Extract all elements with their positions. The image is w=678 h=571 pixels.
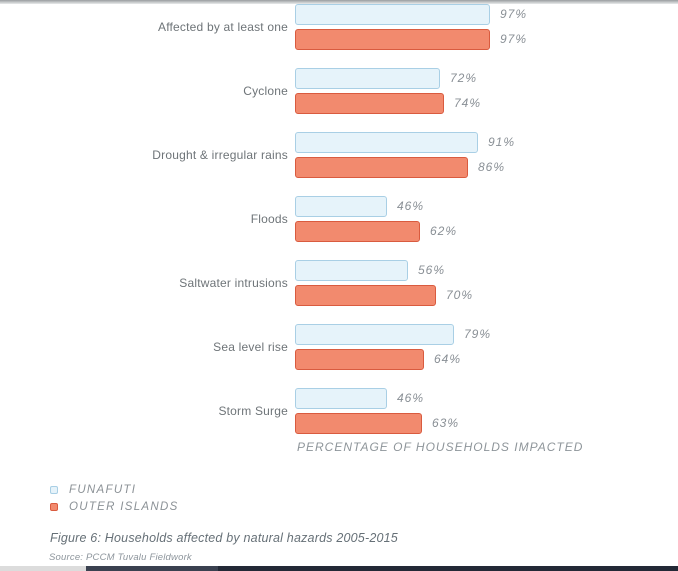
value-label: 46% (397, 391, 425, 405)
value-label: 97% (500, 32, 528, 46)
bar-outer-islands (295, 221, 420, 242)
bar-outer-islands (295, 157, 468, 178)
bar-funafuti (295, 324, 454, 345)
value-label: 70% (446, 288, 474, 302)
bar-outer-islands (295, 93, 444, 114)
value-label: 91% (488, 135, 516, 149)
bar-funafuti (295, 68, 440, 89)
legend-label: OUTER ISLANDS (69, 501, 179, 513)
bar-funafuti (295, 260, 408, 281)
page-bottom-edge (0, 566, 678, 571)
bar-funafuti (295, 388, 387, 409)
value-label: 74% (454, 96, 482, 110)
figure-caption: Figure 6: Households affected by natural… (50, 531, 398, 545)
bar-funafuti (295, 132, 478, 153)
bottom-edge-dark-segment (218, 566, 678, 571)
legend-label: FUNAFUTI (69, 484, 137, 496)
value-label: 46% (397, 199, 425, 213)
bottom-edge-mid-segment (86, 566, 218, 571)
category-label: Floods (250, 212, 288, 226)
category-label: Storm Surge (218, 404, 288, 418)
value-label: 62% (430, 224, 458, 238)
bar-outer-islands (295, 29, 490, 50)
page-top-border (0, 0, 678, 4)
bar-funafuti (295, 4, 490, 25)
legend-swatch-icon (50, 485, 58, 494)
category-label: Drought & irregular rains (152, 148, 288, 162)
bar-outer-islands (295, 413, 422, 434)
value-label: 72% (450, 71, 478, 85)
bar-outer-islands (295, 349, 424, 370)
bar-outer-islands (295, 285, 436, 306)
value-label: 86% (478, 160, 506, 174)
bar-funafuti (295, 196, 387, 217)
category-label: Cyclone (243, 84, 288, 98)
legend-swatch-icon (50, 502, 58, 511)
value-label: 97% (500, 7, 528, 21)
x-axis-label: PERCENTAGE OF HOUSEHOLDS IMPACTED (297, 440, 584, 454)
category-label: Affected by at least one (158, 20, 288, 34)
value-label: 56% (418, 263, 446, 277)
category-label: Sea level rise (213, 340, 288, 354)
value-label: 64% (434, 352, 462, 366)
bottom-edge-light-segment (0, 566, 86, 571)
value-label: 79% (464, 327, 492, 341)
category-label: Saltwater intrusions (179, 276, 288, 290)
source-note: Source: PCCM Tuvalu Fieldwork (49, 552, 192, 563)
value-label: 63% (432, 416, 460, 430)
bar-chart: Affected by at least one 97% 97% Cyclone 72%… (152, 4, 528, 434)
